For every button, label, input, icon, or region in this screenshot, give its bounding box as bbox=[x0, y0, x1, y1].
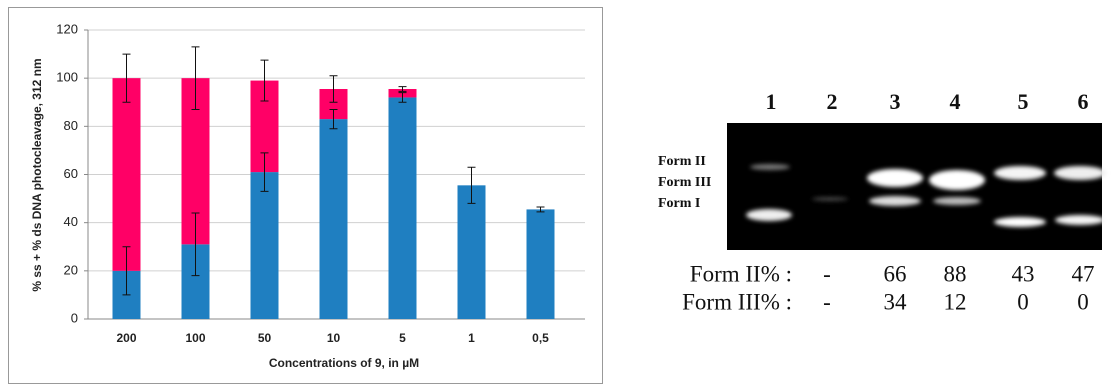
lane-number: 2 bbox=[827, 89, 838, 114]
band-label: Form III bbox=[658, 175, 711, 190]
y-tick-label: 60 bbox=[64, 166, 78, 181]
y-tick-label: 100 bbox=[56, 70, 78, 85]
cell-value: 66 bbox=[884, 261, 907, 286]
lane-number: 6 bbox=[1078, 89, 1089, 114]
band-label: Form I bbox=[658, 196, 700, 211]
row-label: Form III% : bbox=[682, 289, 792, 314]
cell-value: 0 bbox=[1017, 289, 1029, 314]
gel-band bbox=[994, 217, 1046, 227]
gel-band bbox=[750, 164, 790, 170]
page: {"chart_data": {"type": "stacked-bar", "… bbox=[0, 0, 1112, 387]
gel-band bbox=[869, 196, 921, 206]
bar-segment bbox=[320, 119, 348, 319]
lane-number: 5 bbox=[1018, 89, 1029, 114]
y-tick-label: 0 bbox=[71, 310, 78, 325]
gel-band bbox=[867, 169, 923, 187]
x-tick-label: 100 bbox=[185, 331, 205, 345]
cell-value: 34 bbox=[884, 289, 908, 314]
gel-band bbox=[746, 209, 792, 221]
row-label: Form II% : bbox=[690, 261, 792, 286]
bar-segment bbox=[389, 97, 417, 319]
cell-value: - bbox=[823, 261, 831, 286]
cell-value: 0 bbox=[1077, 289, 1089, 314]
x-tick-label: 10 bbox=[327, 331, 341, 345]
y-tick-label: 120 bbox=[56, 21, 78, 36]
cell-value: 47 bbox=[1072, 261, 1095, 286]
lane-number: 1 bbox=[766, 89, 777, 114]
figure: % ss + % ds DNA photocleavage, 312 nm Co… bbox=[0, 0, 1112, 387]
gel-band bbox=[994, 166, 1046, 180]
gel-band bbox=[933, 197, 981, 205]
gel-band bbox=[812, 197, 848, 201]
bar-segment bbox=[527, 209, 555, 319]
chart-frame bbox=[9, 8, 603, 384]
bar-segment bbox=[458, 185, 486, 319]
y-tick-label: 40 bbox=[64, 214, 78, 229]
cell-value: 43 bbox=[1012, 261, 1035, 286]
x-tick-label: 50 bbox=[258, 331, 272, 345]
y-tick-label: 20 bbox=[64, 262, 78, 277]
x-tick-label: 200 bbox=[116, 331, 136, 345]
cell-value: 12 bbox=[944, 289, 967, 314]
band-label: Form II bbox=[658, 154, 706, 169]
y-axis-label: % ss + % ds DNA photocleavage, 312 nm bbox=[30, 58, 44, 291]
lane-number: 3 bbox=[890, 89, 901, 114]
cell-value: 88 bbox=[944, 261, 967, 286]
x-axis-label: Concentrations of 9, in µM bbox=[269, 356, 419, 370]
gel-band bbox=[1054, 166, 1106, 180]
cell-value: - bbox=[823, 289, 831, 314]
bar-segment bbox=[113, 78, 141, 271]
lane-number: 4 bbox=[950, 89, 961, 114]
gel-image bbox=[727, 123, 1102, 250]
bar-segment bbox=[251, 172, 279, 319]
y-tick-label: 80 bbox=[64, 118, 78, 133]
x-tick-label: 5 bbox=[399, 331, 406, 345]
x-tick-label: 0,5 bbox=[532, 331, 549, 345]
gel-band bbox=[1055, 215, 1105, 225]
gel-band bbox=[929, 170, 985, 190]
x-tick-label: 1 bbox=[468, 331, 475, 345]
